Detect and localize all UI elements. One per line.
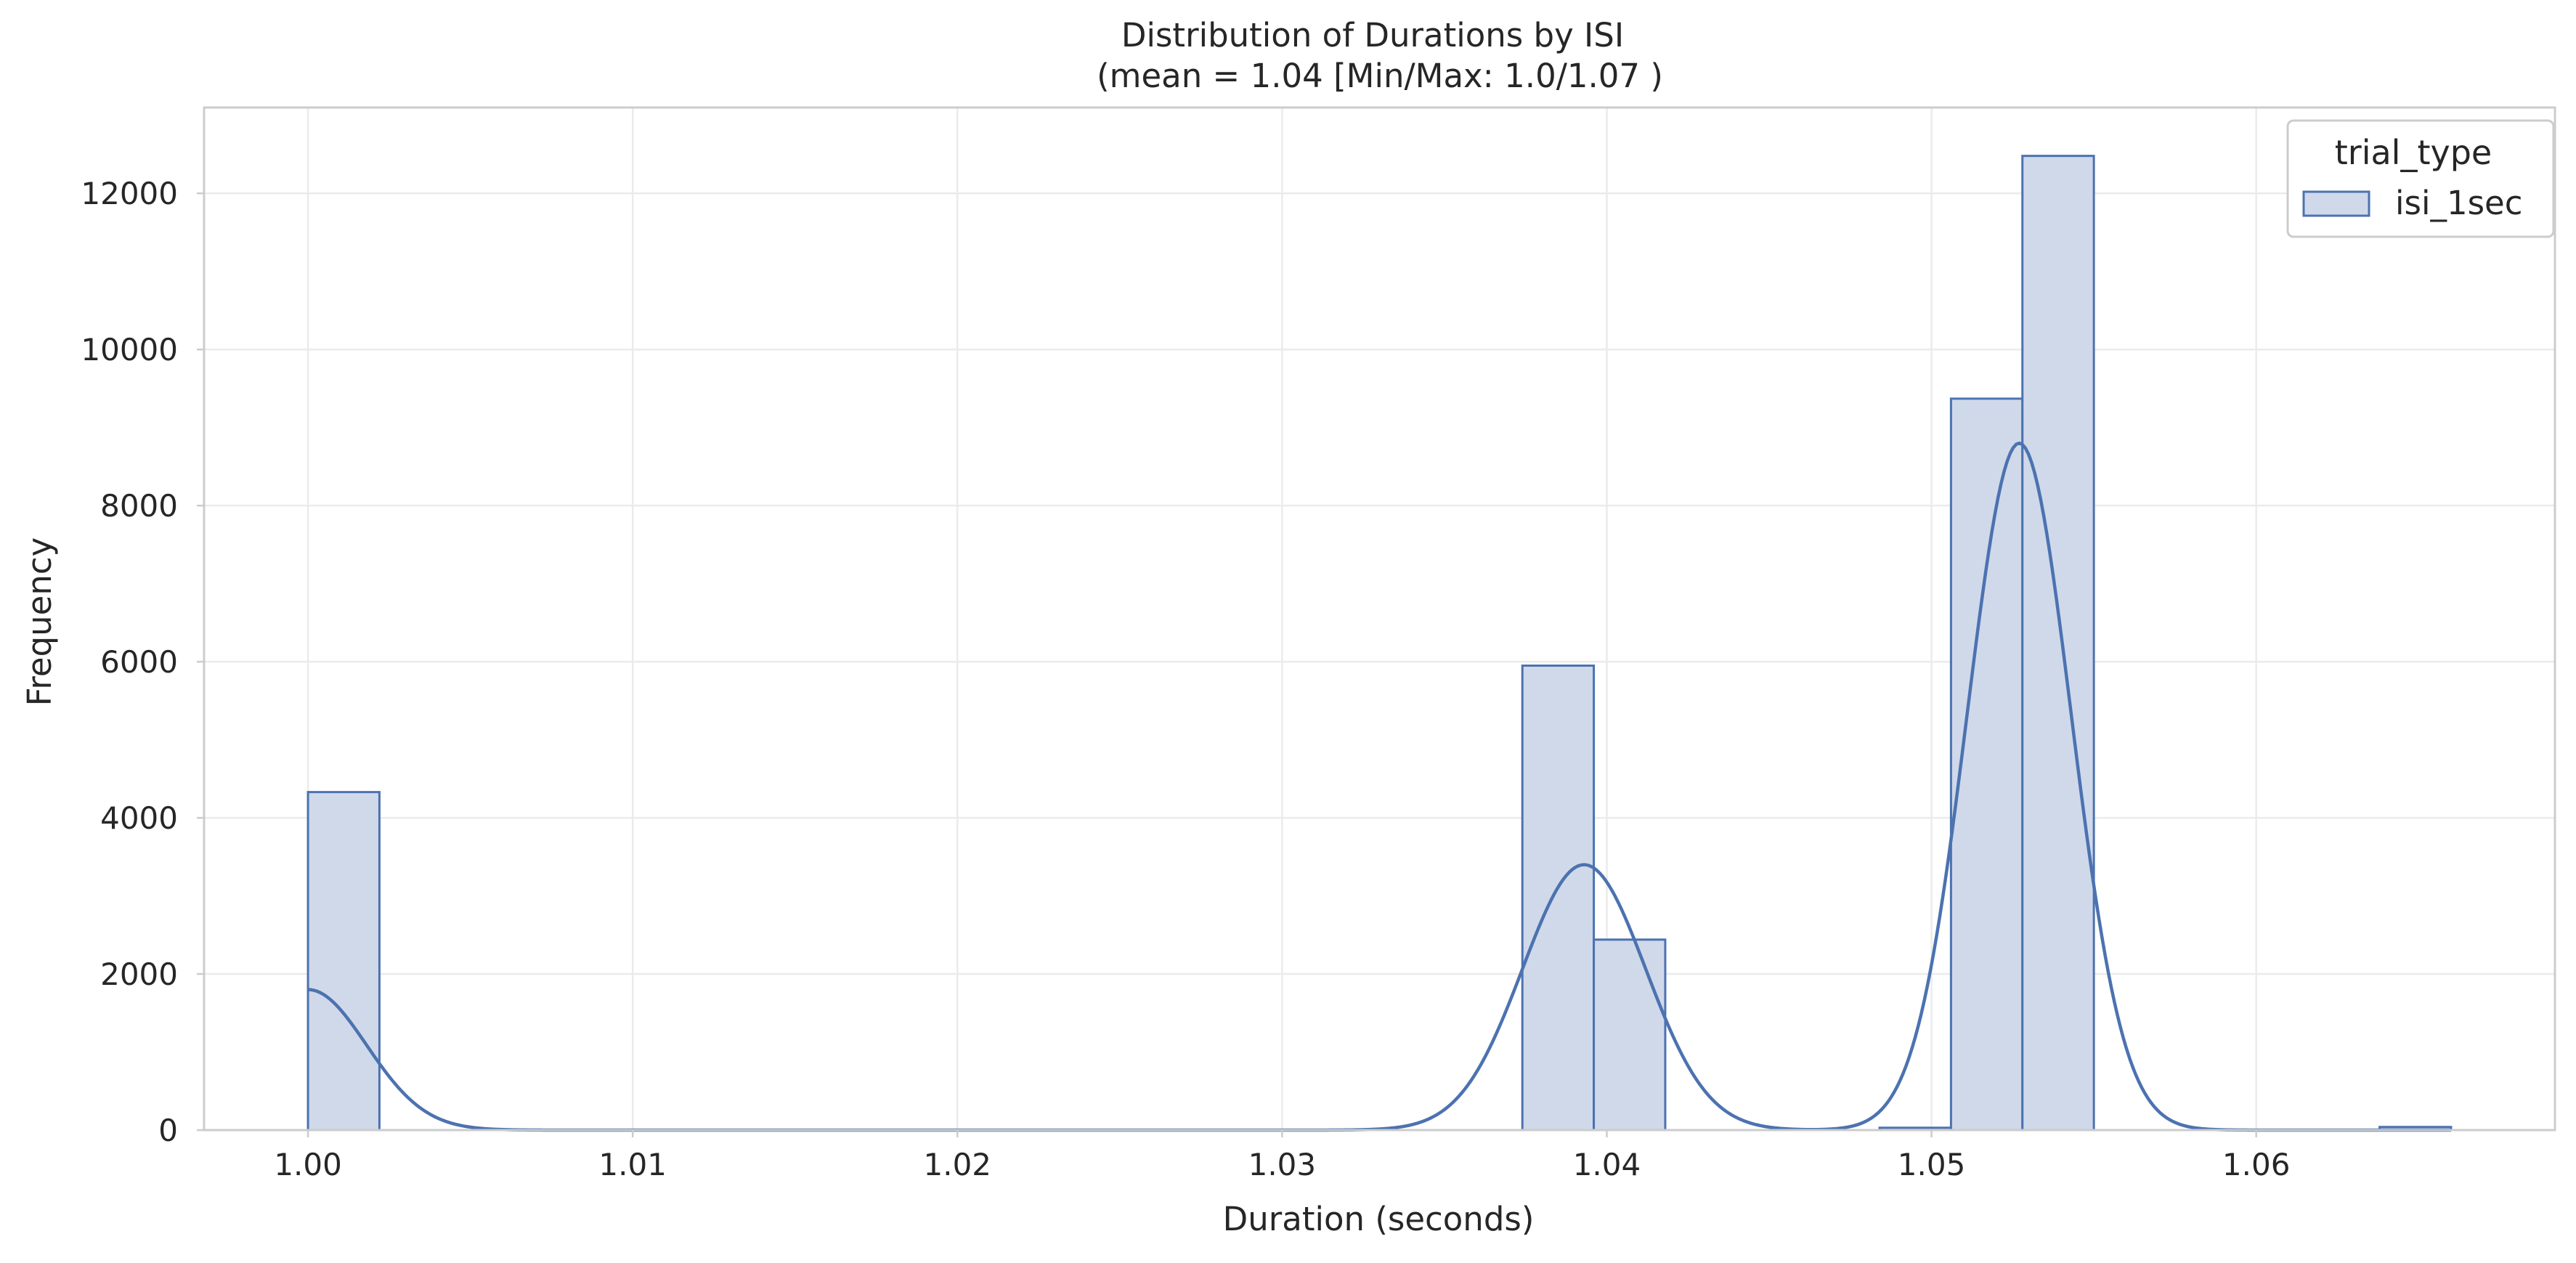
histogram-bar xyxy=(1949,397,2024,1132)
y-tick-label: 0 xyxy=(158,1113,178,1148)
histogram-bars xyxy=(306,155,2453,1132)
x-tick-label: 1.04 xyxy=(1573,1147,1641,1182)
x-axis-ticks: 1.00 1.01 1.02 1.03 1.04 1.05 1.06 xyxy=(274,1130,2290,1182)
y-tick-label: 10000 xyxy=(81,332,178,367)
y-axis-ticks: 0 2000 4000 6000 8000 10000 12000 xyxy=(81,176,204,1148)
chart-title: Distribution of Durations by ISI xyxy=(1121,16,1624,54)
histogram-bar xyxy=(1593,938,1667,1132)
y-tick-label: 2000 xyxy=(100,957,178,992)
y-tick-label: 6000 xyxy=(100,644,178,680)
plot-frame xyxy=(203,106,2556,1132)
legend-title: trial_type xyxy=(2335,133,2492,172)
y-tick-label: 4000 xyxy=(100,800,178,836)
x-tick-label: 1.05 xyxy=(1898,1147,1966,1182)
histogram-bar xyxy=(1521,664,1596,1132)
legend: trial_type isi_1sec xyxy=(2286,119,2555,238)
x-tick-label: 1.01 xyxy=(598,1147,667,1182)
x-tick-label: 1.06 xyxy=(2222,1147,2291,1182)
legend-swatch-isi-1sec xyxy=(2302,190,2370,217)
histogram-bar xyxy=(2021,155,2095,1132)
y-tick-label: 12000 xyxy=(81,176,178,211)
y-axis-label: Frequency xyxy=(20,537,59,706)
x-tick-label: 1.03 xyxy=(1248,1147,1317,1182)
x-axis-label: Duration (seconds) xyxy=(1223,1200,1535,1238)
x-tick-label: 1.02 xyxy=(924,1147,992,1182)
histogram-bar xyxy=(306,791,381,1132)
legend-label-isi-1sec: isi_1sec xyxy=(2395,184,2522,222)
chart-subtitle: (mean = 1.04 [Min/Max: 1.0/1.07 ) xyxy=(1097,57,1663,95)
x-tick-label: 1.00 xyxy=(274,1147,342,1182)
y-tick-label: 8000 xyxy=(100,488,178,524)
